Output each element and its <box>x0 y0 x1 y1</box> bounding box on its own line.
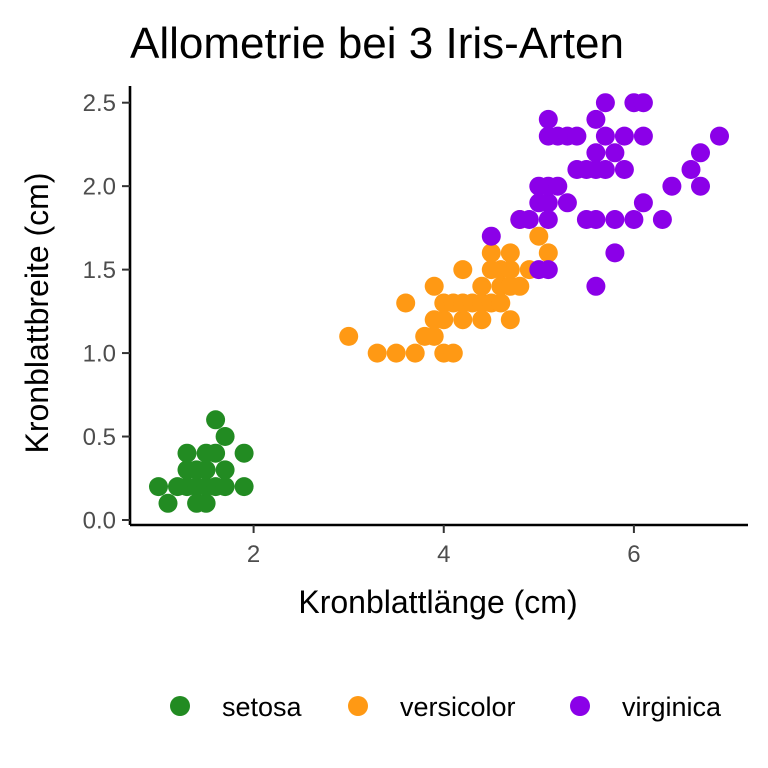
data-point-versicolor <box>434 310 454 330</box>
y-tick-label: 2.0 <box>83 174 116 201</box>
data-point-virginica <box>538 109 558 129</box>
data-point-versicolor <box>500 310 520 330</box>
data-point-versicolor <box>367 343 387 363</box>
data-point-versicolor <box>529 226 549 246</box>
legend-key-versicolor <box>348 696 368 716</box>
data-point-versicolor <box>453 260 473 280</box>
data-point-versicolor <box>538 243 558 263</box>
data-point-virginica <box>586 143 606 163</box>
y-tick-label: 0.0 <box>83 507 116 534</box>
x-tick-label: 2 <box>247 541 260 568</box>
data-point-versicolor <box>386 343 406 363</box>
data-point-virginica <box>595 93 615 113</box>
data-point-versicolor <box>472 276 492 296</box>
y-tick-label: 1.5 <box>83 257 116 284</box>
data-point-virginica <box>586 109 606 129</box>
data-point-setosa <box>149 477 168 497</box>
data-point-setosa <box>206 443 226 463</box>
data-point-versicolor <box>405 343 425 363</box>
legend-item-virginica: virginica <box>570 692 722 722</box>
data-point-virginica <box>567 126 587 146</box>
data-point-setosa <box>215 477 235 497</box>
x-tick-label: 4 <box>437 541 450 568</box>
legend-label-setosa: setosa <box>222 692 303 722</box>
data-point-virginica <box>548 176 568 196</box>
data-point-virginica <box>624 210 644 229</box>
data-point-virginica <box>691 176 710 196</box>
legend-label-versicolor: versicolor <box>400 692 516 722</box>
data-point-virginica <box>538 210 558 229</box>
data-point-versicolor <box>500 260 520 280</box>
data-point-setosa <box>177 443 197 463</box>
legend-key-setosa <box>170 696 190 716</box>
data-point-virginica <box>633 126 653 146</box>
data-point-versicolor <box>481 243 501 263</box>
y-axis-title: Kronblattbreite (cm) <box>19 173 55 454</box>
x-axis-title: Kronblattlänge (cm) <box>298 584 577 620</box>
data-point-versicolor <box>472 310 492 330</box>
data-point-versicolor <box>443 343 463 363</box>
y-tick-label: 2.5 <box>83 90 116 117</box>
data-point-virginica <box>681 160 701 179</box>
data-point-virginica <box>614 160 634 179</box>
data-point-versicolor <box>339 326 359 346</box>
data-point-virginica <box>633 193 653 213</box>
data-point-virginica <box>557 193 577 213</box>
data-point-virginica <box>652 210 672 229</box>
y-axis-ticks: 0.0 0.5 1.0 1.5 2.0 2.5 <box>83 90 130 534</box>
data-point-virginica <box>586 210 606 229</box>
data-point-virginica <box>481 226 501 246</box>
x-axis-ticks: 2 4 6 <box>247 525 641 568</box>
data-point-versicolor <box>424 326 444 346</box>
y-tick-label: 1.0 <box>83 341 116 368</box>
data-point-setosa <box>206 410 226 430</box>
data-point-virginica <box>586 276 606 296</box>
data-point-virginica <box>633 93 653 113</box>
data-point-virginica <box>710 126 729 146</box>
data-point-virginica <box>538 193 558 213</box>
data-point-setosa <box>215 427 235 446</box>
data-point-versicolor <box>424 276 444 296</box>
data-point-virginica <box>691 143 710 163</box>
legend-item-setosa: setosa <box>170 692 303 722</box>
data-point-setosa <box>196 460 216 480</box>
data-point-virginica <box>595 160 615 179</box>
data-point-virginica <box>662 176 682 196</box>
data-point-virginica <box>605 243 625 263</box>
legend-key-virginica <box>570 696 590 716</box>
data-point-versicolor <box>500 243 520 263</box>
data-point-setosa <box>234 477 254 497</box>
data-point-versicolor <box>453 310 473 330</box>
data-point-virginica <box>614 126 634 146</box>
data-point-versicolor <box>396 293 416 313</box>
data-point-setosa <box>158 493 178 513</box>
data-point-setosa <box>215 460 235 480</box>
data-point-setosa <box>196 493 216 513</box>
legend: setosa versicolor virginica <box>170 692 722 722</box>
data-point-virginica <box>595 126 615 146</box>
y-tick-label: 0.5 <box>83 424 116 451</box>
x-tick-label: 6 <box>627 541 640 568</box>
data-point-setosa <box>234 443 254 463</box>
data-point-virginica <box>605 143 625 163</box>
data-point-virginica <box>538 260 558 280</box>
chart-title: Allometrie bei 3 Iris-Arten <box>130 19 624 68</box>
data-point-versicolor <box>491 293 511 313</box>
data-point-virginica <box>605 210 625 229</box>
data-point-virginica <box>519 210 539 229</box>
data-points <box>149 93 729 513</box>
data-point-versicolor <box>510 276 530 296</box>
legend-label-virginica: virginica <box>622 692 722 722</box>
legend-item-versicolor: versicolor <box>348 692 516 722</box>
